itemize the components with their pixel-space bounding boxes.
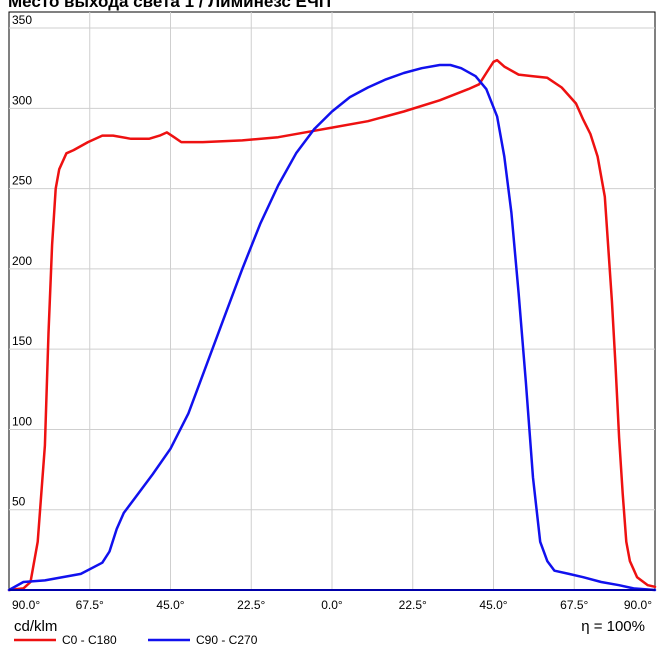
legend-label: C0 - C180 (62, 633, 117, 647)
x-tick-label: 0.0° (321, 598, 343, 612)
x-tick-label: 67.5° (76, 598, 104, 612)
x-tick-label: 45.0° (479, 598, 507, 612)
x-tick-label: 90.0° (624, 598, 652, 612)
y-tick-label: 300 (12, 93, 32, 107)
y-tick-label: 100 (12, 414, 32, 428)
y-tick-label: 200 (12, 254, 32, 268)
y-axis-ticks: 50 100 150 200 250 300 350 (12, 13, 32, 509)
x-axis-ticks: 90.0° 67.5° 45.0° 22.5° 0.0° 22.5° 45.0° 67.5° 9… (12, 598, 652, 612)
series-lines (7, 58, 657, 592)
x-tick-label: 45.0° (156, 598, 184, 612)
y-tick-label: 250 (12, 174, 32, 188)
legend: C0 - C180 C90 - C270 (14, 633, 258, 647)
y-tick-label: 350 (12, 13, 32, 27)
efficiency-label: η = 100% (581, 618, 645, 635)
series-line-c90-c270 (7, 63, 657, 592)
series-line-c0-c180 (7, 58, 657, 592)
y-tick-label: 50 (12, 495, 26, 509)
y-tick-label: 150 (12, 334, 32, 348)
grid-lines (9, 12, 655, 590)
x-tick-label: 22.5° (237, 598, 265, 612)
chart-title: Место выхода света 1 / Лиминезс ЕЧП (8, 0, 331, 11)
x-tick-label: 67.5° (560, 598, 588, 612)
x-tick-label: 90.0° (12, 598, 40, 612)
unit-label: cd/klm (14, 618, 57, 635)
x-tick-label: 22.5° (399, 598, 427, 612)
legend-label: C90 - C270 (196, 633, 258, 647)
